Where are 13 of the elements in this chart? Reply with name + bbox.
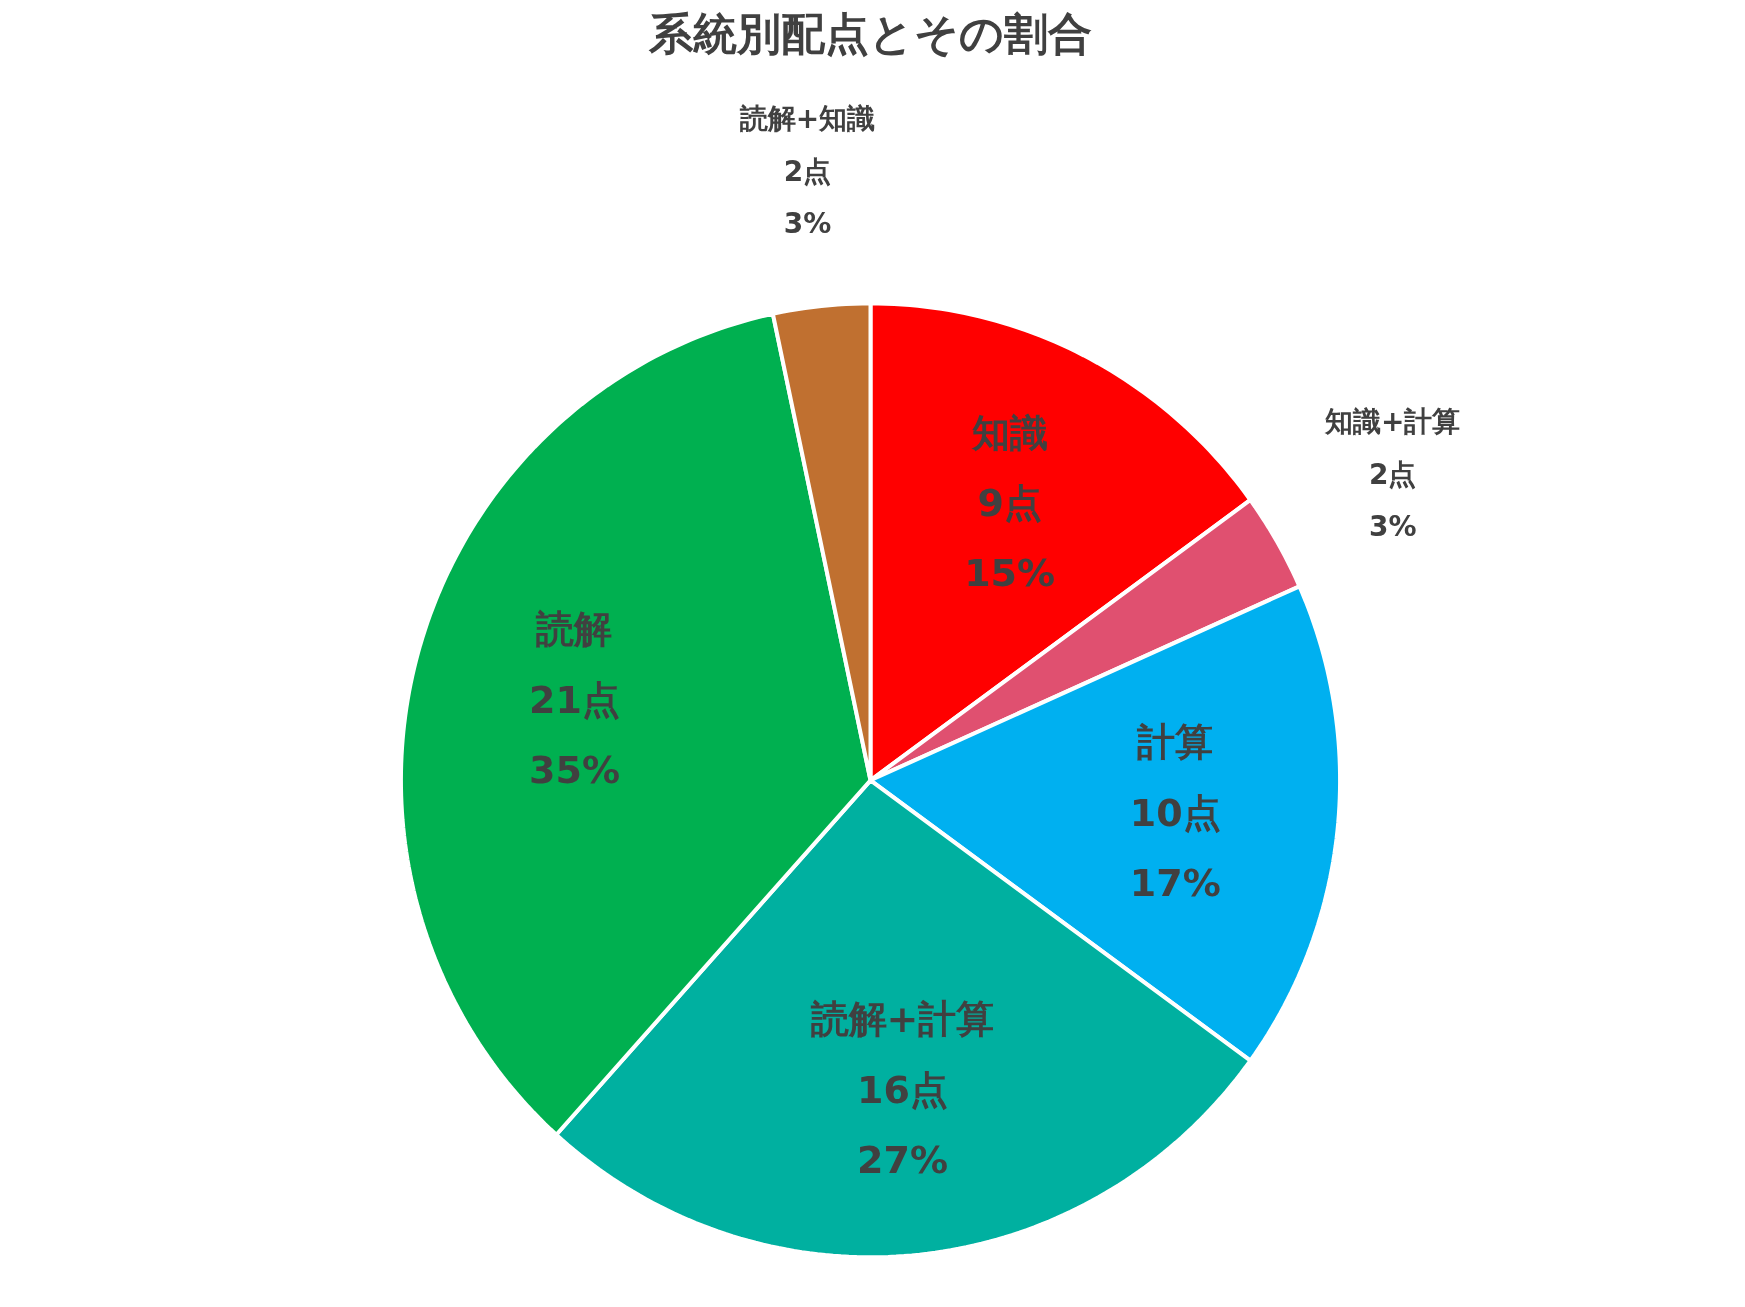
data-label: 9点 15% [964,480,1056,596]
slice-label: 読解+知識 [738,101,876,135]
chart-title: 系統別配点とその割合 [648,7,1092,59]
slice-label: 知識 [970,410,1048,455]
data-label: 21点 35% [529,677,620,793]
data-label: 10点 17% [1129,790,1221,906]
data-label: 2点 3% [1368,457,1417,544]
slice-label: 読解 [535,607,613,652]
data-label: 2点 3% [783,154,832,241]
data-label: 16点 27% [857,1067,949,1183]
slice-label: 知識+計算 [1324,404,1461,438]
slice-label: 読解+計算 [809,997,995,1042]
slice-label: 計算 [1136,720,1214,765]
